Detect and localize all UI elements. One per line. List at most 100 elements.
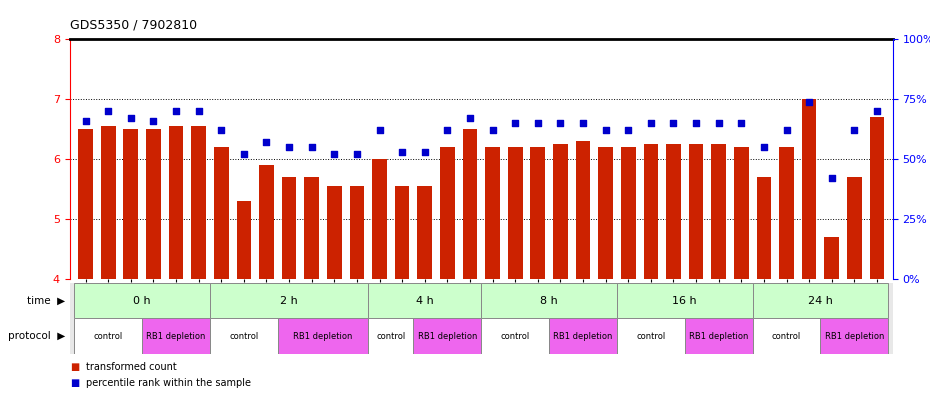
Bar bbox=[752, 318, 820, 354]
Bar bbox=[847, 177, 862, 279]
Point bbox=[124, 115, 139, 121]
Bar bbox=[74, 283, 210, 318]
Bar bbox=[870, 117, 884, 279]
Point bbox=[847, 127, 862, 134]
Bar bbox=[146, 129, 161, 279]
Bar bbox=[734, 147, 749, 279]
Bar bbox=[666, 144, 681, 279]
Bar bbox=[440, 147, 455, 279]
Bar bbox=[757, 177, 771, 279]
Text: RB1 depletion: RB1 depletion bbox=[293, 332, 352, 340]
Bar bbox=[395, 186, 409, 279]
Bar bbox=[124, 129, 139, 279]
Point bbox=[734, 120, 749, 126]
Text: RB1 depletion: RB1 depletion bbox=[689, 332, 749, 340]
Bar bbox=[598, 147, 613, 279]
Text: 24 h: 24 h bbox=[808, 296, 833, 306]
Point bbox=[78, 118, 93, 124]
Text: RB1 depletion: RB1 depletion bbox=[418, 332, 477, 340]
Point bbox=[394, 149, 409, 155]
Point bbox=[644, 120, 658, 126]
Bar bbox=[282, 177, 297, 279]
Bar bbox=[508, 147, 523, 279]
Point bbox=[870, 108, 884, 114]
Bar bbox=[259, 165, 273, 279]
Bar bbox=[621, 147, 635, 279]
Bar bbox=[210, 283, 368, 318]
Bar bbox=[236, 201, 251, 279]
Point bbox=[824, 175, 839, 182]
Text: control: control bbox=[94, 332, 123, 340]
Text: 4 h: 4 h bbox=[416, 296, 433, 306]
Point bbox=[192, 108, 206, 114]
Bar bbox=[214, 147, 229, 279]
Point bbox=[214, 127, 229, 134]
Point bbox=[711, 120, 726, 126]
Point bbox=[688, 120, 703, 126]
Point bbox=[282, 144, 297, 150]
Bar bbox=[368, 318, 414, 354]
Bar bbox=[644, 144, 658, 279]
Bar bbox=[372, 159, 387, 279]
Bar bbox=[278, 318, 368, 354]
Point bbox=[440, 127, 455, 134]
Point bbox=[418, 149, 432, 155]
Point bbox=[666, 120, 681, 126]
Text: 8 h: 8 h bbox=[540, 296, 558, 306]
Text: ■: ■ bbox=[70, 362, 79, 373]
Point bbox=[100, 108, 115, 114]
Point bbox=[326, 151, 341, 158]
Bar bbox=[100, 126, 115, 279]
Bar bbox=[74, 318, 142, 354]
Bar bbox=[368, 283, 481, 318]
Bar bbox=[462, 129, 477, 279]
Text: control: control bbox=[772, 332, 801, 340]
Text: 0 h: 0 h bbox=[133, 296, 151, 306]
Text: control: control bbox=[636, 332, 666, 340]
Bar bbox=[78, 129, 93, 279]
Text: ■: ■ bbox=[70, 378, 79, 388]
Point bbox=[553, 120, 568, 126]
Point bbox=[146, 118, 161, 124]
Point bbox=[236, 151, 251, 158]
Bar bbox=[327, 186, 341, 279]
Bar bbox=[485, 147, 500, 279]
Text: control: control bbox=[377, 332, 405, 340]
Bar bbox=[481, 283, 617, 318]
Bar bbox=[414, 318, 481, 354]
Bar bbox=[304, 177, 319, 279]
Point bbox=[168, 108, 183, 114]
Bar bbox=[684, 318, 752, 354]
Text: RB1 depletion: RB1 depletion bbox=[146, 332, 206, 340]
Bar bbox=[802, 99, 817, 279]
Point bbox=[259, 139, 274, 145]
Bar bbox=[418, 186, 432, 279]
Point bbox=[598, 127, 613, 134]
Bar bbox=[142, 318, 210, 354]
Bar bbox=[617, 318, 684, 354]
Point bbox=[485, 127, 500, 134]
Point bbox=[304, 144, 319, 150]
Text: 2 h: 2 h bbox=[280, 296, 298, 306]
Bar bbox=[549, 318, 617, 354]
Text: control: control bbox=[500, 332, 530, 340]
Text: RB1 depletion: RB1 depletion bbox=[825, 332, 884, 340]
Point bbox=[779, 127, 794, 134]
Text: 16 h: 16 h bbox=[672, 296, 698, 306]
Text: percentile rank within the sample: percentile rank within the sample bbox=[86, 378, 251, 388]
Bar bbox=[210, 318, 278, 354]
Bar bbox=[481, 318, 549, 354]
Bar bbox=[192, 126, 206, 279]
Text: transformed count: transformed count bbox=[86, 362, 178, 373]
Bar bbox=[824, 237, 839, 279]
Bar bbox=[711, 144, 726, 279]
Bar bbox=[752, 283, 888, 318]
Text: time  ▶: time ▶ bbox=[27, 296, 65, 306]
Point bbox=[350, 151, 365, 158]
Point bbox=[508, 120, 523, 126]
Point bbox=[756, 144, 771, 150]
Bar bbox=[168, 126, 183, 279]
Bar bbox=[617, 283, 752, 318]
Text: protocol  ▶: protocol ▶ bbox=[7, 331, 65, 341]
Point bbox=[530, 120, 545, 126]
